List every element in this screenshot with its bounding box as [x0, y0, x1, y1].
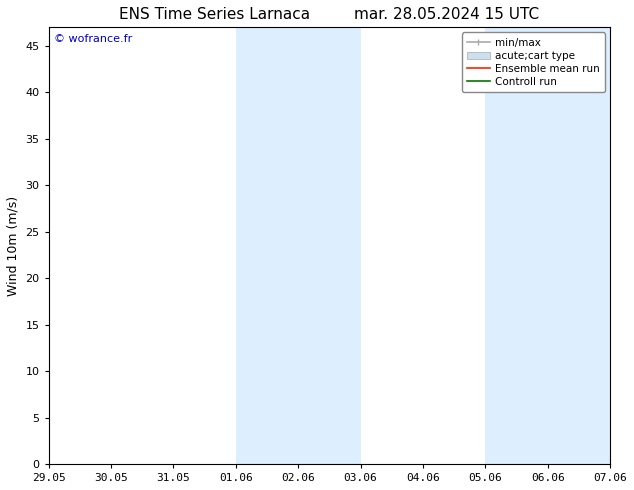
Y-axis label: Wind 10m (m/s): Wind 10m (m/s): [7, 196, 20, 296]
Text: © wofrance.fr: © wofrance.fr: [55, 34, 133, 44]
Bar: [236, 27, 298, 464]
Bar: [298, 27, 361, 464]
Title: ENS Time Series Larnaca         mar. 28.05.2024 15 UTC: ENS Time Series Larnaca mar. 28.05.2024 …: [119, 7, 540, 22]
Bar: [548, 27, 610, 464]
Bar: [486, 27, 548, 464]
Legend: min/max, acute;cart type, Ensemble mean run, Controll run: min/max, acute;cart type, Ensemble mean …: [462, 32, 605, 92]
